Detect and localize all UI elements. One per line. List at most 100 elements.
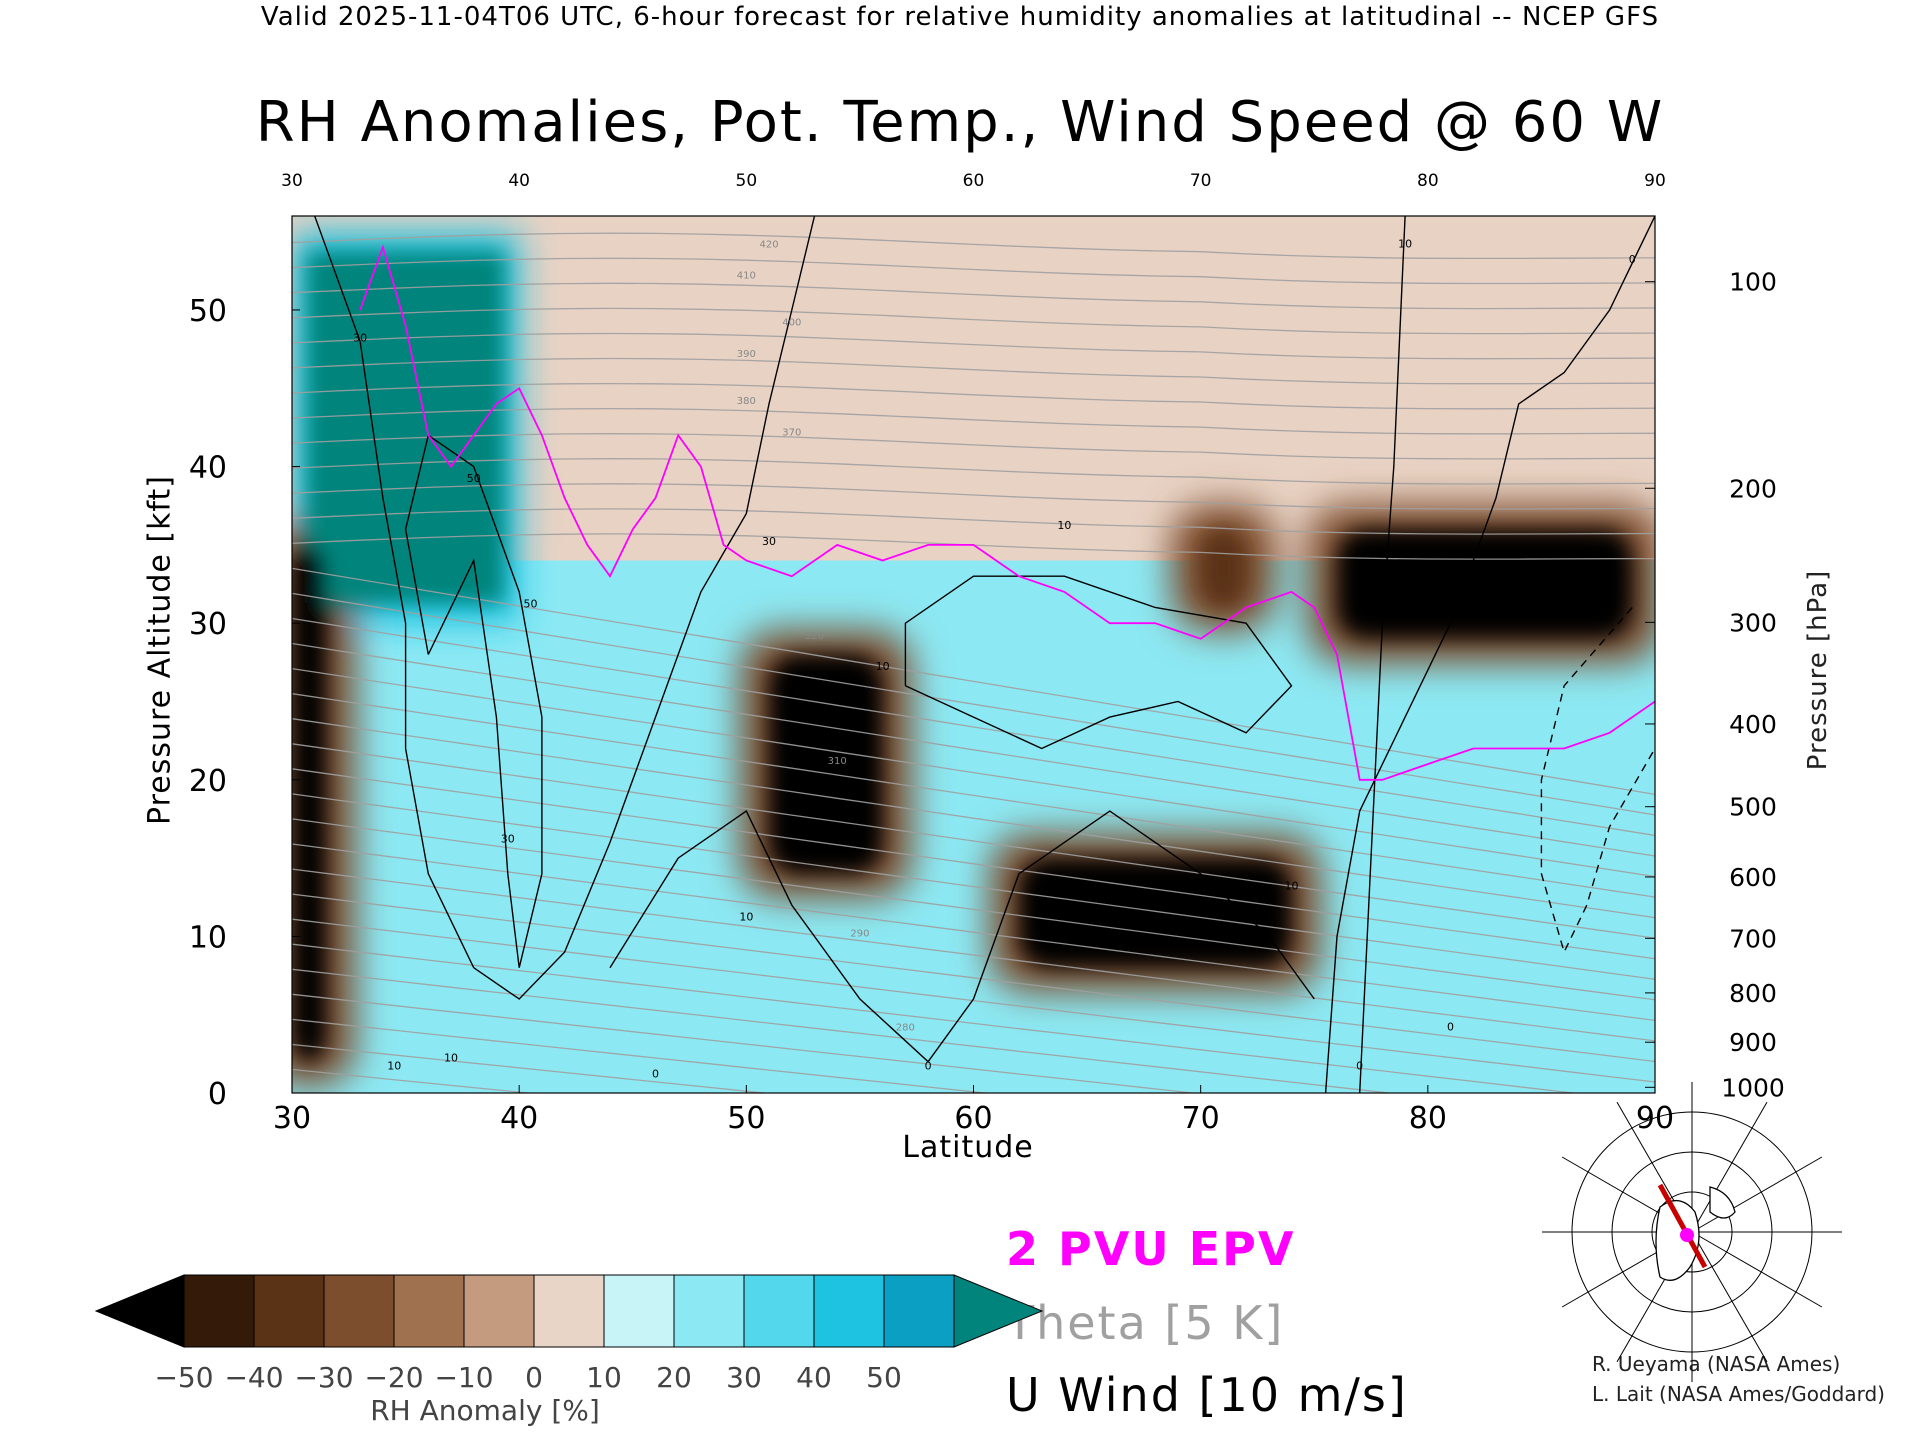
colorbar-tick-label: 10 [586,1361,622,1394]
theta-isentrope [292,1043,771,1093]
valid-time-header: Valid 2025-11-04T06 UTC, 6-hour forecast… [260,2,1660,32]
colorbar-tick-label: −50 [154,1361,213,1394]
moist-core [307,251,505,604]
uwind-contour [404,434,543,968]
meridian-line [1691,1231,1768,1363]
uwind-contour-label: 0 [652,1067,659,1080]
colorbar-tick-label: 50 [866,1361,902,1394]
y-tick-label: 10 [189,920,227,955]
theta-contour-label: 280 [896,1022,915,1033]
dry-core [769,654,883,874]
theta-isentrope [292,617,1655,837]
colorbar-segment [253,1274,325,1348]
uwind-contour-label: 10 [739,911,753,924]
y-tick-label: 50 [189,294,227,329]
pressure-tick-label: 200 [1729,474,1777,503]
epv-2pvu-line [359,244,1655,781]
uwind-contour-label: 10 [1285,879,1299,892]
theta-isentrope [292,642,1655,857]
x-tick-label: 70 [1182,1101,1220,1136]
theta-contour-label: 320 [805,631,824,642]
colorbar-segment [393,1274,465,1348]
x-top-tick-label: 30 [281,171,303,191]
dry-core [292,544,327,1062]
uwind-contour-label: 50 [524,598,538,611]
uwind-contour [609,810,1315,1063]
y-tick-label: 20 [189,764,227,799]
x-axis-label: Latitude [902,1130,1034,1165]
dry-core [1336,529,1633,639]
legend-theta: Theta [5 K] [1006,1296,1285,1350]
x-tick-label: 60 [954,1101,992,1136]
theta-contour-label: 400 [782,318,801,329]
theta-isentrope [292,818,1655,1001]
pressure-tick-label: 900 [1729,1028,1777,1057]
x-tick-label: 40 [500,1101,538,1136]
uwind-contour [1324,216,1655,1093]
theta-isentrope [292,232,1655,260]
theta-isentrope [292,357,1655,385]
uwind-negative-contour [1540,607,1655,955]
dry-core [1018,858,1292,968]
pressure-tick-label: 500 [1729,793,1777,822]
theta-contour-label: 370 [782,427,801,438]
uwind-contour-label: 0 [1447,1020,1454,1033]
theta-isentrope [292,893,1655,1063]
theta-isentrope [292,968,1395,1093]
uwind-contour-label: 0 [1629,253,1636,266]
colorbar-over-arrow [953,1274,1044,1348]
legend-epv: 2 PVU EPV [1006,1222,1296,1276]
theta-contour-label: 390 [737,349,756,360]
theta-isentrope [292,768,1655,960]
uwind-contour-label: 10 [444,1052,458,1065]
theta-isentrope [292,508,1655,535]
colorbar-tick-label: −20 [364,1361,423,1394]
pressure-tick-label: 700 [1729,924,1777,953]
theta-isentrope [292,993,1199,1093]
x-tick-label: 90 [1636,1101,1674,1136]
theta-isentrope [292,743,1655,939]
y-tick-label: 0 [208,1077,227,1112]
colorbar-tick-label: 40 [796,1361,832,1394]
uwind-contour-label: 50 [467,472,481,485]
theta-contour-label: 420 [760,239,779,250]
theta-isentrope [292,592,1655,816]
y-tick-label: 40 [189,451,227,486]
pressure-tick-label: 400 [1729,710,1777,739]
location-map [1542,1082,1842,1382]
x-tick-label: 50 [727,1101,765,1136]
moist-core [466,486,505,525]
uwind-contour-label: 10 [387,1060,401,1073]
theta-isentrope [292,793,1655,980]
x-tick-label: 30 [273,1101,311,1136]
pressure-tick-label: 1000 [1721,1073,1785,1102]
uwind-contour-label: 10 [1057,519,1071,532]
meridian-line [1691,1101,1768,1233]
colorbar-segment [323,1274,395,1348]
y-tick-label: 30 [189,607,227,642]
theta-isentrope [292,943,1579,1093]
uwind-contour-label: 0 [1356,1060,1363,1073]
theta-contour-label: 410 [737,271,756,282]
theta-isentrope [292,567,1655,796]
theta-isentrope [292,433,1655,460]
pressure-tick-label: 300 [1729,608,1777,637]
theta-isentrope [292,718,1655,919]
x-top-tick-label: 40 [508,171,530,191]
colorbar-tick-label: −30 [294,1361,353,1394]
uwind-contour-label: 10 [1398,237,1412,250]
theta-isentrope [292,458,1655,485]
theta-isentrope [292,332,1655,360]
theta-contours [292,232,1655,1093]
colorbar-segment [743,1274,815,1348]
theta-isentrope [292,382,1655,410]
x-top-tick-label: 60 [963,171,985,191]
theta-isentrope [292,843,1655,1022]
colorbar-segment [603,1274,675,1348]
x-top-tick-label: 70 [1190,171,1212,191]
theta-isentrope [292,483,1655,510]
meridian-line [1691,1231,1823,1308]
colorbar-under-arrow [94,1274,185,1348]
colorbar-tick-label: −10 [434,1361,493,1394]
